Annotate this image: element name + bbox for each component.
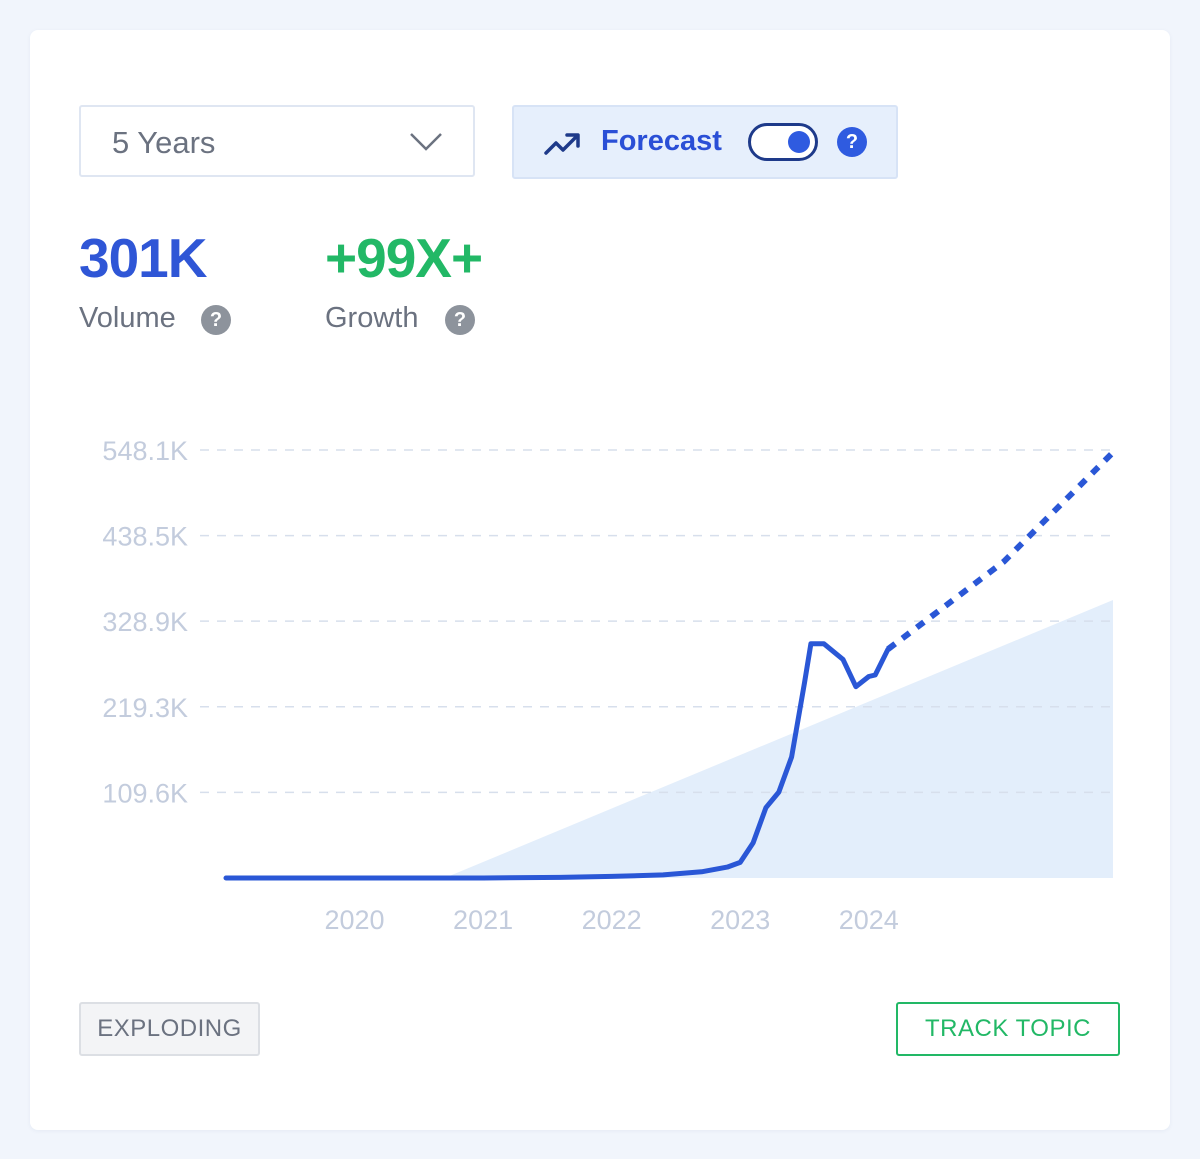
forecast-line bbox=[886, 450, 1116, 652]
x-tick-label: 2022 bbox=[582, 905, 642, 935]
forecast-label: Forecast bbox=[601, 125, 722, 157]
volume-help-icon[interactable]: ? bbox=[201, 305, 231, 335]
x-tick-label: 2021 bbox=[453, 905, 513, 935]
volume-line bbox=[223, 641, 891, 881]
trend-band bbox=[444, 600, 1113, 878]
x-tick-label: 2020 bbox=[325, 905, 385, 935]
y-tick-label: 328.9K bbox=[102, 607, 188, 637]
forecast-toggle[interactable] bbox=[748, 123, 818, 161]
time-range-value: 5 Years bbox=[112, 125, 216, 160]
trend-up-icon bbox=[544, 133, 580, 155]
y-tick-label: 109.6K bbox=[102, 778, 188, 808]
y-tick-label: 438.5K bbox=[102, 522, 188, 552]
growth-help-icon[interactable]: ? bbox=[445, 305, 475, 335]
x-tick-label: 2023 bbox=[710, 905, 770, 935]
exploding-badge: EXPLODING bbox=[79, 1002, 260, 1056]
chevron-down-icon bbox=[410, 133, 442, 151]
time-range-select[interactable]: 5 Years bbox=[79, 105, 475, 177]
volume-value: 301K bbox=[79, 227, 207, 289]
forecast-help-icon[interactable]: ? bbox=[837, 127, 867, 157]
x-tick-label: 2024 bbox=[839, 905, 899, 935]
volume-label: Volume bbox=[79, 302, 176, 334]
growth-label: Growth bbox=[325, 302, 419, 334]
growth-value: +99X+ bbox=[325, 227, 483, 289]
y-tick-label: 548.1K bbox=[102, 436, 188, 466]
toggle-knob bbox=[788, 131, 810, 153]
y-tick-label: 219.3K bbox=[102, 693, 188, 723]
forecast-control: Forecast ? bbox=[512, 105, 898, 179]
track-topic-button[interactable]: TRACK TOPIC bbox=[896, 1002, 1120, 1056]
